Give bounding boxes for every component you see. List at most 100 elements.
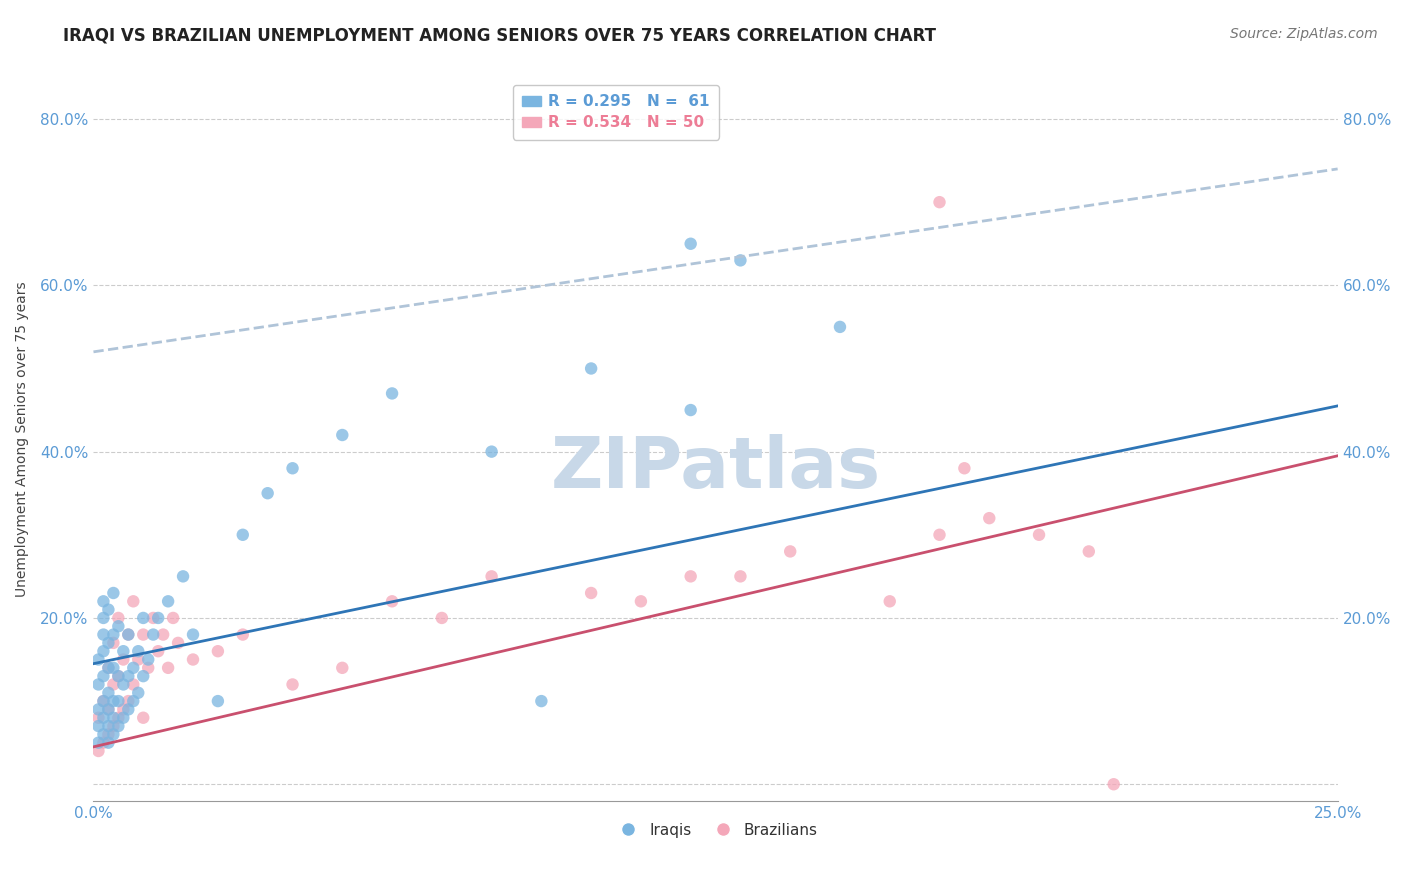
Point (93, 669, 115, 683)
Point (127, 686, 149, 700)
Point (879, 594, 901, 608)
Point (97, 702, 120, 716)
Point (481, 569, 503, 583)
Point (107, 711, 129, 725)
Point (107, 719, 129, 733)
Point (87, 744, 110, 758)
Point (828, 319, 851, 334)
Point (103, 719, 125, 733)
Text: Source: ZipAtlas.com: Source: ZipAtlas.com (1230, 27, 1378, 41)
Text: ZIPatlas: ZIPatlas (551, 434, 880, 502)
Point (112, 702, 135, 716)
Point (181, 652, 204, 666)
Legend: Iraqis, Brazilians: Iraqis, Brazilians (607, 817, 824, 844)
Point (97, 661, 120, 675)
Point (181, 627, 204, 641)
Point (122, 677, 145, 691)
Point (103, 727, 125, 741)
Point (93, 694, 115, 708)
Point (112, 711, 135, 725)
Point (167, 636, 190, 650)
Point (207, 694, 229, 708)
Point (381, 594, 404, 608)
Point (142, 611, 165, 625)
Point (430, 611, 453, 625)
Point (281, 461, 304, 475)
Point (530, 694, 553, 708)
Point (117, 694, 139, 708)
Point (103, 586, 125, 600)
Point (146, 644, 169, 658)
Point (122, 594, 145, 608)
Point (127, 644, 149, 658)
Point (93, 594, 115, 608)
Y-axis label: Unemployment Among Seniors over 75 years: Unemployment Among Seniors over 75 years (15, 281, 30, 597)
Point (93, 611, 115, 625)
Point (481, 444, 503, 458)
Point (97, 736, 120, 750)
Point (779, 544, 801, 558)
Point (87, 711, 110, 725)
Point (103, 677, 125, 691)
Point (953, 461, 976, 475)
Point (103, 661, 125, 675)
Point (132, 611, 155, 625)
Point (136, 652, 159, 666)
Point (1077, 544, 1099, 558)
Point (87, 736, 110, 750)
Point (97, 602, 120, 616)
Point (172, 569, 194, 583)
Point (679, 236, 702, 251)
Point (381, 386, 404, 401)
Point (127, 652, 149, 666)
Point (679, 569, 702, 583)
Point (103, 711, 125, 725)
Point (928, 195, 950, 210)
Point (142, 627, 165, 641)
Point (103, 694, 125, 708)
Point (97, 719, 120, 733)
Point (132, 711, 155, 725)
Point (103, 636, 125, 650)
Point (730, 253, 752, 268)
Point (157, 594, 180, 608)
Point (97, 727, 120, 741)
Point (152, 627, 174, 641)
Point (928, 528, 950, 542)
Point (87, 677, 110, 691)
Point (117, 702, 139, 716)
Point (256, 486, 278, 500)
Point (87, 652, 110, 666)
Point (579, 586, 602, 600)
Point (232, 528, 254, 542)
Point (87, 719, 110, 733)
Point (103, 627, 125, 641)
Point (330, 661, 353, 675)
Point (136, 661, 159, 675)
Point (107, 669, 129, 683)
Point (730, 569, 752, 583)
Point (117, 627, 139, 641)
Point (97, 661, 120, 675)
Point (679, 403, 702, 417)
Point (146, 611, 169, 625)
Point (93, 711, 115, 725)
Point (630, 594, 652, 608)
Point (97, 636, 120, 650)
Point (93, 694, 115, 708)
Point (132, 669, 155, 683)
Point (979, 511, 1001, 525)
Point (112, 677, 135, 691)
Point (93, 727, 115, 741)
Point (112, 652, 135, 666)
Point (281, 677, 304, 691)
Point (162, 611, 184, 625)
Point (107, 611, 129, 625)
Point (97, 686, 120, 700)
Point (1102, 777, 1125, 791)
Point (232, 627, 254, 641)
Point (117, 669, 139, 683)
Point (122, 661, 145, 675)
Point (93, 736, 115, 750)
Point (87, 702, 110, 716)
